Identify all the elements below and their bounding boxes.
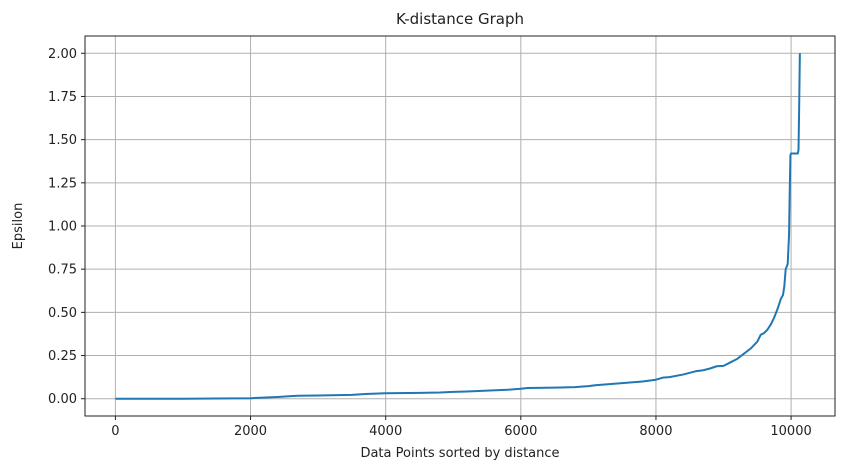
x-axis-label: Data Points sorted by distance — [360, 446, 559, 461]
y-tick-label: 2.00 — [48, 47, 77, 62]
chart-title: K-distance Graph — [396, 10, 524, 28]
plot-frame — [84, 35, 836, 417]
x-tick-label: 0 — [111, 424, 119, 439]
y-tick-label: 0.50 — [48, 306, 77, 321]
x-tick-label: 6000 — [504, 424, 537, 439]
series-layer — [115, 53, 801, 400]
y-axis-label: Epsilon — [11, 203, 26, 250]
k-distance-line — [115, 53, 801, 400]
grid-layer — [85, 36, 835, 416]
y-tick-label: 1.75 — [48, 90, 77, 105]
y-tick-label: 1.25 — [48, 176, 77, 191]
y-tick-label: 0.00 — [48, 392, 77, 407]
x-tick-label: 10000 — [770, 424, 811, 439]
x-tick-label: 4000 — [369, 424, 402, 439]
x-tick-label: 8000 — [639, 424, 672, 439]
tick-layer: 0 2000 4000 6000 8000 10000 0.00 0.25 0.50 0.75 1.… — [48, 47, 812, 439]
y-tick-label: 0.75 — [48, 263, 77, 278]
x-tick-label: 2000 — [234, 424, 267, 439]
y-tick-label: 1.00 — [48, 220, 77, 235]
y-tick-label: 1.50 — [48, 133, 77, 148]
y-tick-label: 0.25 — [48, 349, 77, 364]
